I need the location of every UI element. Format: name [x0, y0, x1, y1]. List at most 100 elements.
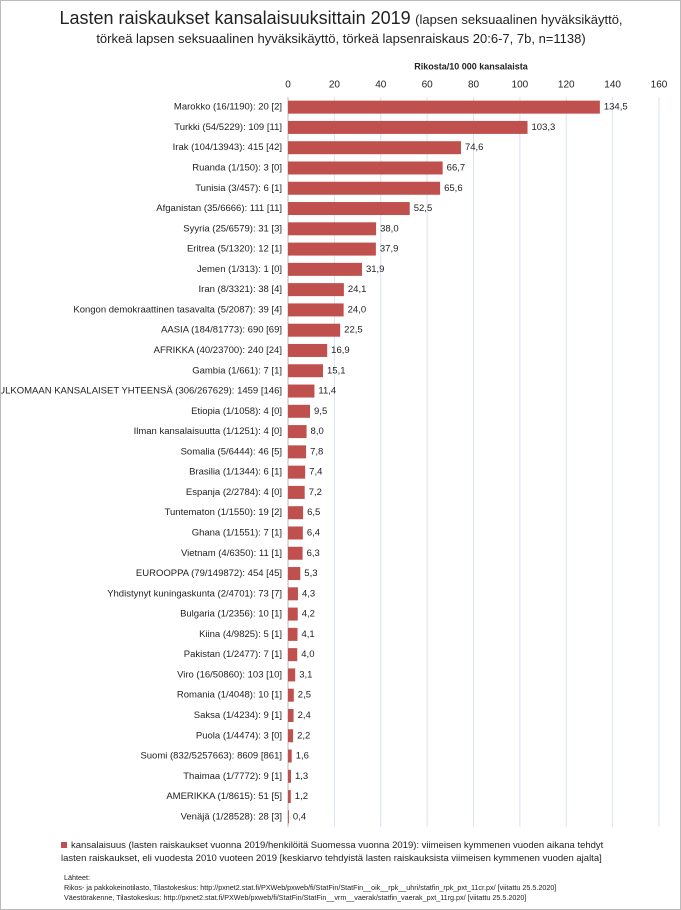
y-tick-label: Tunisia (3/457): 6 [1]	[195, 183, 282, 194]
bar	[288, 708, 294, 722]
value-label: 74,6	[465, 142, 484, 153]
source-line: Väestörakenne, Tilastokeskus: http://pxn…	[64, 893, 527, 902]
title-block: Lasten raiskaukset kansalaisuuksittain 2…	[51, 9, 631, 48]
x-tick-label: 0	[285, 80, 291, 91]
y-tick-label: Venäjä (1/28528): 28 [3]	[181, 811, 282, 822]
bar	[288, 445, 307, 459]
value-label: 11,4	[318, 386, 336, 397]
bar	[288, 141, 461, 155]
y-tick-label: Marokko (16/1190): 20 [2]	[174, 102, 282, 113]
bar	[288, 465, 306, 479]
bar	[288, 425, 307, 439]
y-tick-label: Jemen (1/313): 1 [0]	[197, 264, 282, 275]
value-label: 3,1	[299, 669, 312, 680]
y-tick-label: Thaimaa (1/7772): 9 [1]	[183, 771, 282, 782]
value-label: 31,9	[366, 264, 385, 275]
value-label: 65,6	[444, 183, 463, 194]
bar	[288, 567, 301, 581]
y-tick-label: Puola (1/4474): 3 [0]	[196, 730, 282, 741]
value-label: 103,3	[532, 122, 556, 133]
bar	[288, 222, 377, 236]
value-label: 16,9	[331, 345, 350, 356]
value-label: 66,7	[447, 162, 466, 173]
bar	[288, 648, 298, 662]
y-tick-label: Saksa (1/4234): 9 [1]	[194, 710, 282, 721]
bar	[288, 688, 294, 702]
x-tick-label: 80	[468, 80, 480, 91]
value-label: 134,5	[604, 102, 628, 113]
bar	[288, 627, 298, 641]
x-tick-label: 120	[558, 80, 575, 91]
value-label: 0,4	[293, 811, 306, 822]
bar	[288, 323, 341, 337]
bar	[288, 303, 344, 317]
bar	[288, 120, 528, 134]
value-label: 9,5	[314, 406, 327, 417]
value-label: 2,4	[298, 710, 311, 721]
value-label: 1,2	[295, 791, 308, 802]
value-label: 2,5	[298, 690, 311, 701]
bar	[288, 749, 292, 763]
source-line: Rikos- ja pakkokeinotilasto, Tilastokesk…	[64, 883, 557, 892]
y-tick-label: Gambia (1/661): 7 [1]	[192, 365, 282, 376]
bar	[288, 506, 304, 520]
y-tick-label: ULKOMAAN KANSALAISET YHTEENSÄ (306/26762…	[1, 386, 282, 397]
value-label: 5,3	[304, 568, 317, 579]
bar	[288, 283, 344, 297]
y-tick-label: Etiopia (1/1058): 4 [0]	[191, 406, 282, 417]
bar	[288, 404, 311, 418]
bar	[288, 242, 376, 256]
y-tick-label: Afganistan (35/6666): 111 [11]	[156, 203, 282, 214]
value-label: 7,4	[309, 467, 322, 478]
x-tick-label: 100	[512, 80, 529, 91]
bar	[288, 668, 296, 682]
y-tick-label: Kiina (4/9825): 5 [1]	[199, 629, 282, 640]
value-label: 4,2	[302, 609, 315, 620]
value-label: 1,3	[295, 771, 308, 782]
bar	[288, 364, 324, 378]
value-label: 7,8	[310, 446, 323, 457]
y-tick-label: AASIA (184/81773): 690 [69]	[161, 325, 282, 336]
value-label: 37,9	[380, 244, 399, 255]
y-tick-label: Iran (8/3321): 38 [4]	[199, 284, 282, 295]
y-tick-label: EUROOPPA (79/149872): 454 [45]	[136, 568, 282, 579]
value-label: 52,5	[414, 203, 433, 214]
chart-title: Lasten raiskaukset kansalaisuuksittain 2…	[59, 8, 411, 28]
value-label: 4,0	[301, 649, 314, 660]
x-axis-label: Rikosta/10 000 kansalaista	[414, 61, 529, 71]
value-label: 6,5	[307, 507, 320, 518]
y-tick-label: AFRIKKA (40/23700): 240 [24]	[154, 345, 282, 356]
x-tick-label: 160	[651, 80, 668, 91]
bar	[288, 181, 441, 195]
value-label: 7,2	[309, 487, 322, 498]
sources: Lähteet: Rikos- ja pakkokeinotilasto, Ti…	[64, 873, 556, 903]
x-tick-label: 60	[422, 80, 434, 91]
bar	[288, 587, 298, 601]
value-label: 8,0	[311, 426, 324, 437]
y-tick-label: Kongon demokraattinen tasavalta (5/2087)…	[73, 304, 282, 315]
value-label: 6,4	[307, 527, 320, 538]
y-tick-label: Romania (1/4048): 10 [1]	[177, 690, 282, 701]
legend-swatch	[61, 842, 67, 848]
y-tick-label: Pakistan (1/2477): 7 [1]	[184, 649, 282, 660]
x-tick-label: 20	[329, 80, 341, 91]
y-tick-label: Syyria (25/6579): 31 [3]	[183, 223, 282, 234]
value-label: 6,3	[307, 548, 320, 559]
y-tick-label: Espanja (2/2784): 4 [0]	[186, 487, 282, 498]
y-tick-label: Suomi (832/5257663): 8609 [861]	[140, 751, 282, 762]
y-tick-label: Bulgaria (1/2356): 10 [1]	[180, 609, 282, 620]
bar	[288, 485, 305, 499]
y-tick-label: Somalia (5/6444): 46 [5]	[181, 446, 282, 457]
value-label: 2,2	[297, 730, 310, 741]
bar	[288, 384, 315, 398]
bar	[288, 769, 292, 783]
y-tick-label: Ruanda (1/150): 3 [0]	[192, 162, 282, 173]
y-tick-label: Eritrea (5/1320): 12 [1]	[187, 244, 282, 255]
value-label: 24,1	[348, 284, 367, 295]
bar	[288, 729, 294, 743]
bar	[288, 161, 443, 175]
bar	[288, 810, 289, 824]
value-label: 24,0	[348, 304, 367, 315]
